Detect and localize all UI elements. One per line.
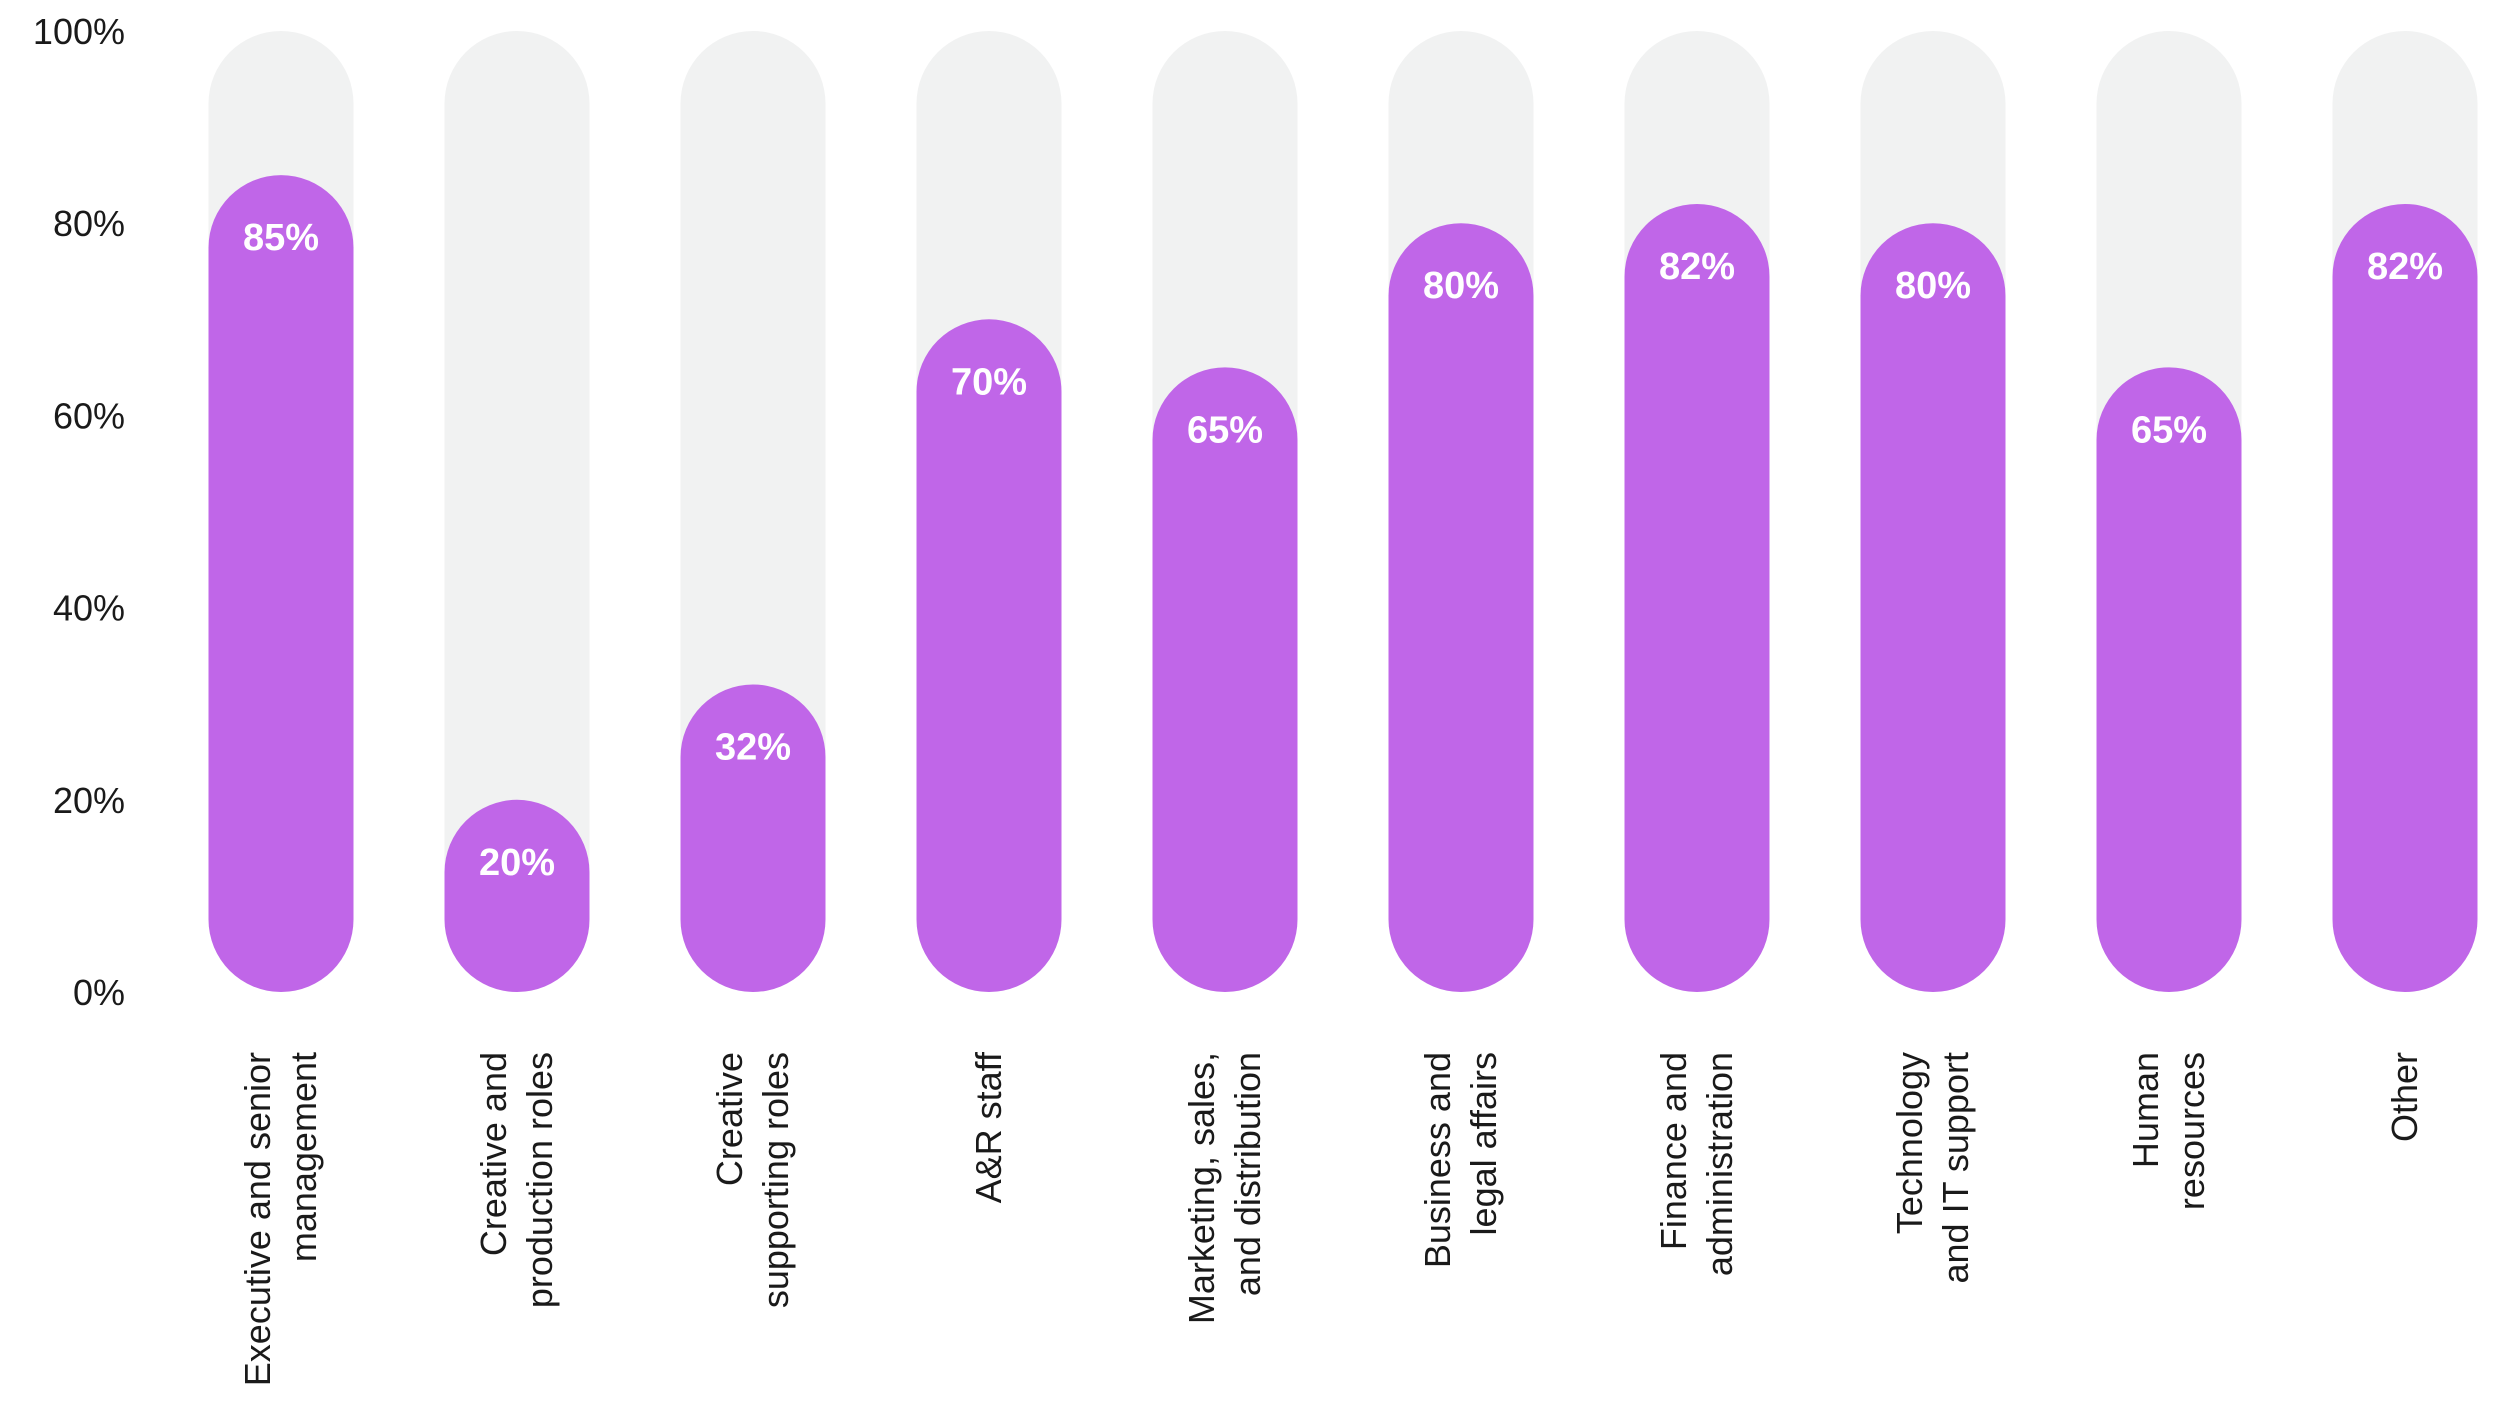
category-label-line: A&R staff [968, 1051, 1009, 1203]
x-axis-category-labels: Executive and senior management Creative a… [237, 1051, 2425, 1386]
bar [680, 684, 826, 992]
bar [1860, 223, 2006, 992]
category-label: Creative and production roles [473, 1052, 560, 1308]
category-label: Finance and administration [1653, 1052, 1740, 1276]
y-axis: 0% 20% 40% 60% 80% 100% [33, 11, 125, 1013]
bar-value-label: 32% [715, 726, 791, 768]
y-tick-label: 60% [53, 395, 125, 436]
category-label-line: and distribution [1227, 1052, 1268, 1296]
y-tick-label: 0% [73, 972, 125, 1013]
category-label: Executive and senior management [237, 1052, 324, 1386]
category-label-line: Creative [709, 1052, 750, 1186]
category-label: Business and legal affairs [1417, 1052, 1504, 1268]
category-label: Creative supporting roles [709, 1052, 796, 1308]
bar-value-label: 85% [243, 217, 319, 259]
bar-value-label: 80% [1423, 265, 1499, 307]
y-tick-label: 100% [33, 11, 125, 52]
bar-value-label: 82% [1659, 246, 1735, 288]
value-labels: 85% 20% 32% 70% 65% 80% 82% 80% 65% 82% [243, 217, 2443, 884]
category-label-line: resources [2171, 1052, 2212, 1210]
category-label-line: production roles [519, 1052, 560, 1308]
category-label-line: Finance and [1653, 1052, 1694, 1250]
bar [1624, 203, 1770, 993]
category-label-line: Business and [1417, 1052, 1458, 1268]
y-tick-label: 40% [53, 588, 125, 629]
bar-value-label: 65% [2131, 409, 2207, 451]
category-label-line: legal affairs [1463, 1052, 1504, 1235]
category-label-line: Marketing, sales, [1181, 1052, 1222, 1324]
category-label-line: Creative and [473, 1052, 514, 1256]
category-label-line: supporting roles [755, 1052, 796, 1308]
bar-value-label: 80% [1895, 265, 1971, 307]
category-label-line: and IT support [1935, 1052, 1976, 1284]
bar [1152, 367, 1298, 993]
category-label-line: management [283, 1052, 324, 1262]
category-label: Technology and IT support [1889, 1052, 1976, 1284]
bar-track [444, 31, 590, 992]
bar-value-label: 82% [2367, 246, 2443, 288]
bar [208, 175, 354, 992]
bars [208, 175, 2478, 993]
category-label: Other [2384, 1052, 2425, 1142]
bar [916, 319, 1062, 992]
bar [2332, 203, 2478, 993]
category-label: Marketing, sales, and distribution [1181, 1052, 1268, 1324]
category-label: Human resources [2125, 1052, 2212, 1210]
category-label: A&R staff [968, 1051, 1009, 1203]
category-label-line: Other [2384, 1052, 2425, 1142]
category-label-line: Executive and senior [237, 1052, 278, 1386]
bar-value-label: 65% [1187, 409, 1263, 451]
bar-value-label: 20% [479, 842, 555, 884]
bar [2096, 367, 2242, 993]
bar [444, 799, 590, 992]
category-label-line: Human [2125, 1052, 2166, 1168]
category-label-line: Technology [1889, 1052, 1930, 1234]
bar-value-label: 70% [951, 361, 1027, 403]
y-tick-label: 80% [53, 203, 125, 244]
y-tick-label: 20% [53, 780, 125, 821]
bar [1388, 223, 1534, 992]
category-label-line: administration [1699, 1052, 1740, 1276]
